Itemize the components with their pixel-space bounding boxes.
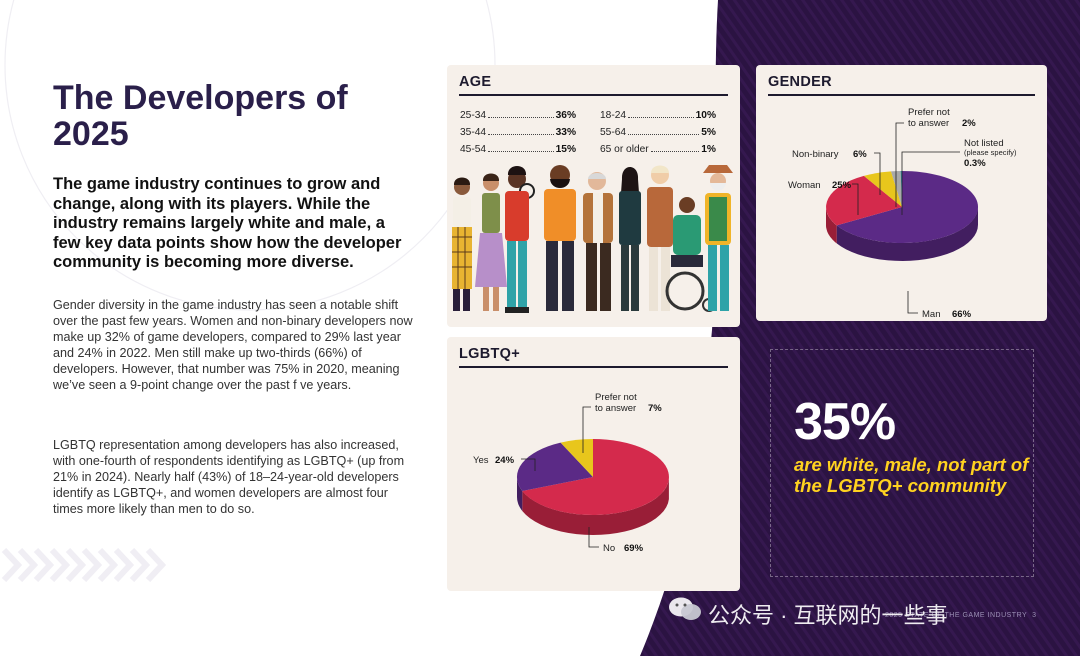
pie-side-man — [836, 206, 978, 261]
wechat-icon — [669, 597, 701, 620]
label-no: No — [603, 543, 615, 554]
person-figure — [544, 165, 576, 311]
person-figure — [703, 165, 733, 311]
age-row-18-24: 18-24 10% — [600, 107, 716, 121]
leader-yes — [521, 458, 536, 471]
age-row-45-54: 45-54 15% — [460, 141, 576, 155]
lgbtq-paragraph: LGBTQ representation among developers ha… — [53, 438, 405, 516]
label-prefer-line2: to answer — [908, 118, 949, 129]
value-prefer: 7% — [648, 403, 662, 414]
gender-card: GENDER Non-binary 6% Prefer not to answe… — [756, 65, 1047, 321]
dot-leader — [488, 134, 554, 135]
leader-no — [588, 527, 599, 548]
pie-side-no — [522, 479, 669, 535]
leader-nonbinary — [874, 152, 881, 195]
age-row-25-34: 25-34 36% — [460, 107, 576, 121]
age-title-rule — [459, 94, 728, 96]
watermark-text: 公众号 · 互联网的一些事 — [708, 603, 948, 628]
label-prefer-line1: Prefer not — [908, 107, 950, 118]
gender-pie-chart: Non-binary 6% Prefer not to answer 2% No… — [788, 107, 1017, 320]
gender-title-rule — [768, 94, 1035, 96]
lgbtq-pie-chart: Yes 24% Prefer not to answer 7% No 69% — [473, 392, 669, 554]
age-row-55-64: 55-64 5% — [600, 124, 716, 138]
pie-slice-yes — [516, 442, 593, 491]
person-figure — [452, 177, 472, 311]
stat-percent: 35% — [794, 393, 896, 451]
pie-slice-prefer-not-to-answer — [891, 171, 902, 207]
age-card-title: AGE — [459, 74, 492, 90]
leader-man — [907, 291, 918, 314]
person-figure — [583, 172, 613, 311]
pie-side-woman — [826, 206, 837, 244]
age-label: 35-44 — [460, 127, 487, 138]
value-nonbinary: 6% — [853, 149, 867, 160]
leader-prefer — [582, 406, 591, 453]
footer-title: 2025 STATE OF THE GAME INDUSTRY — [885, 612, 1028, 619]
value-prefer: 2% — [962, 118, 976, 129]
dot-leader — [628, 134, 700, 135]
pie-slice-prefer-not-to-answer — [560, 438, 593, 477]
gender-pie — [826, 170, 979, 261]
person-figure — [619, 167, 641, 311]
leader-prefer — [895, 122, 904, 207]
pie-slice-man — [836, 171, 979, 243]
label-prefer-line1: Prefer not — [595, 392, 637, 403]
stat-box — [770, 349, 1034, 577]
age-row-35-44: 35-44 33% — [460, 124, 576, 138]
dot-leader — [488, 151, 554, 152]
label-man: Man — [922, 309, 940, 320]
label-woman: Woman — [788, 180, 821, 191]
chevron-decoration — [1, 548, 167, 582]
age-value: 36% — [555, 110, 576, 121]
pie-slice-woman — [826, 175, 902, 226]
lgbtq-pie — [516, 438, 669, 535]
label-notlisted-line2: (please specify) — [964, 148, 1017, 157]
value-no: 69% — [624, 543, 644, 554]
footer-text: 2025 STATE OF THE GAME INDUSTRY 3 — [885, 612, 1036, 619]
age-card: AGE 25-34 36% 35-44 33% 45-54 15% 18-24 10% … — [447, 65, 740, 327]
age-label: 25-34 — [460, 110, 487, 121]
age-value: 15% — [555, 144, 576, 155]
age-value: 5% — [701, 127, 716, 138]
pie-side-yes — [517, 477, 523, 511]
label-notlisted-line1: Not listed — [964, 138, 1004, 149]
gender-paragraph: Gender diversity in the game industry ha… — [53, 298, 413, 392]
page-number: 3 — [1032, 612, 1037, 619]
lgbtq-card-title: LGBTQ+ — [459, 346, 521, 362]
age-label: 45-54 — [460, 144, 487, 155]
gender-card-title: GENDER — [768, 74, 832, 90]
person-figure — [647, 165, 673, 311]
value-yes: 24% — [495, 455, 515, 466]
age-label: 65 or older — [600, 144, 649, 155]
lgbtq-card: LGBTQ+ Yes 24% Prefer not to answer 7% N… — [447, 337, 740, 591]
label-yes: Yes — [473, 455, 489, 466]
page-title: The Developers of 2025 — [53, 79, 348, 153]
age-row-65-older: 65 or older 1% — [600, 141, 716, 155]
age-value: 1% — [701, 144, 716, 155]
age-value: 33% — [555, 127, 576, 138]
person-figure — [475, 173, 507, 311]
age-value: 10% — [695, 110, 716, 121]
label-nonbinary: Non-binary — [792, 149, 839, 160]
person-figure — [505, 166, 535, 313]
label-prefer-line2: to answer — [595, 403, 636, 414]
value-notlisted: 0.3% — [964, 158, 986, 169]
lead-paragraph: The game industry continues to grow and … — [53, 175, 402, 271]
stat-description: are white, male, not part of the LGBTQ+ … — [794, 454, 1029, 496]
pie-slice-non-binary — [863, 171, 902, 207]
dot-leader — [650, 151, 700, 152]
lgbtq-title-rule — [459, 366, 728, 368]
value-woman: 25% — [832, 180, 852, 191]
leader-woman — [852, 183, 859, 215]
age-label: 55-64 — [600, 127, 627, 138]
dot-leader — [488, 117, 554, 118]
pie-slice-no — [522, 439, 669, 515]
people-illustration — [452, 165, 733, 313]
age-label: 18-24 — [600, 110, 627, 121]
dot-leader — [628, 117, 694, 118]
value-man: 66% — [952, 309, 972, 320]
leader-notlisted — [901, 151, 960, 215]
